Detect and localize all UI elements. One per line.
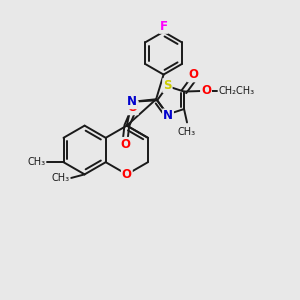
Text: CH₃: CH₃ xyxy=(52,173,70,183)
Text: O: O xyxy=(122,168,132,181)
Text: F: F xyxy=(160,20,168,33)
Text: CH₃: CH₃ xyxy=(178,127,196,136)
Text: CH₂CH₃: CH₂CH₃ xyxy=(218,86,254,96)
Text: N: N xyxy=(127,95,137,108)
Text: O: O xyxy=(120,138,130,151)
Text: N: N xyxy=(163,110,173,122)
Text: O: O xyxy=(128,101,138,114)
Text: O: O xyxy=(201,85,211,98)
Text: S: S xyxy=(163,79,172,92)
Text: CH₃: CH₃ xyxy=(28,157,46,167)
Text: O: O xyxy=(188,68,198,81)
